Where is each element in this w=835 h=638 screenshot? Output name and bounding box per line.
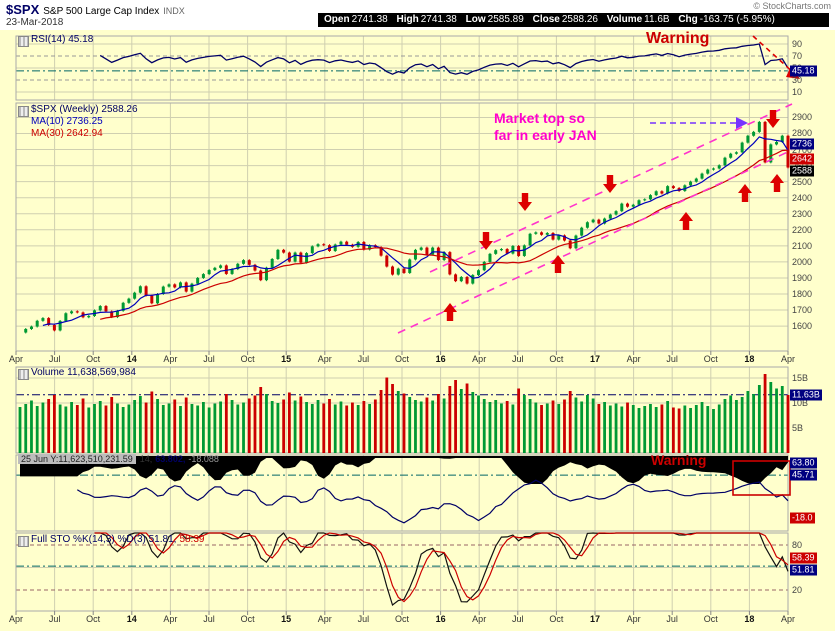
chg-value: -163.75 (-5.95%) bbox=[699, 14, 775, 25]
sto-d-label: 58.39 bbox=[179, 534, 205, 545]
ma30-legend: MA(30) 2642.94 bbox=[31, 128, 103, 139]
market-top-arrowhead bbox=[736, 117, 748, 129]
open-label: Open bbox=[324, 14, 350, 25]
price-legend: $SPX (Weekly) 2588.26 bbox=[31, 104, 138, 115]
annotations bbox=[397, 35, 800, 496]
momentum-value-2: -18.088 bbox=[188, 454, 219, 464]
quote-bar: Open 2741.38 High 2741.38 Low 2585.89 Close… bbox=[318, 13, 829, 27]
rsi-legend: RSI(14) 45.18 bbox=[31, 34, 94, 45]
volume-value: 11.6B bbox=[644, 14, 670, 25]
crosshair-tooltip: 25 Jun Y:11,623,510,231.59 bbox=[18, 454, 136, 464]
up-arrow-marker bbox=[443, 303, 457, 321]
up-arrow-marker bbox=[679, 212, 693, 230]
chg-label: Chg bbox=[678, 14, 698, 25]
rsi-line bbox=[99, 43, 789, 75]
sto-k-label: Full STO %K(14,3) %D(3) 51.81, bbox=[31, 534, 177, 545]
volume-bars bbox=[18, 374, 790, 453]
moving-averages bbox=[42, 136, 789, 326]
close-label: Close bbox=[532, 14, 560, 25]
volume-legend: Volume 11,638,569,984 bbox=[31, 367, 136, 378]
open-value: 2741.38 bbox=[351, 14, 388, 25]
momentum-value-1: 63.802, bbox=[155, 454, 186, 464]
ma10-legend: MA(10) 2736.25 bbox=[31, 116, 103, 127]
high-label: High bbox=[396, 14, 419, 25]
market-top-line2: far in early JAN bbox=[494, 127, 597, 143]
sto-panel-icon bbox=[18, 536, 29, 547]
momentum-param: 14, bbox=[139, 454, 153, 464]
high-value: 2741.38 bbox=[420, 14, 457, 25]
copyright-label: © StockCharts.com bbox=[753, 1, 831, 11]
chart-date: 23-Mar-2018 bbox=[6, 17, 64, 28]
price-panel-icon bbox=[18, 106, 29, 117]
up-arrow-marker bbox=[738, 184, 752, 202]
down-arrow-marker bbox=[479, 232, 493, 250]
warning-annotation-bottom: Warning bbox=[651, 452, 707, 468]
down-arrow-marker bbox=[603, 175, 617, 193]
sto-legend: Full STO %K(14,3) %D(3) 51.81, 58.39 bbox=[31, 534, 204, 545]
chart-title: $SPX S&P 500 Large Cap Index INDX bbox=[6, 2, 185, 17]
volume-panel-icon bbox=[18, 369, 29, 380]
momentum-legend: 25 Jun Y:11,623,510,231.59 14, 63.802, -18.… bbox=[18, 454, 219, 464]
index-name: S&P 500 Large Cap Index bbox=[43, 6, 160, 17]
rsi-panel-icon bbox=[18, 36, 29, 47]
market-top-annotation: Market top so far in early JAN bbox=[494, 110, 597, 144]
market-top-line1: Market top so bbox=[494, 110, 586, 126]
volume-label: Volume bbox=[606, 14, 643, 25]
stochastic bbox=[94, 532, 789, 607]
down-arrow-marker bbox=[518, 193, 532, 211]
symbol-label: $SPX bbox=[6, 2, 40, 17]
low-label: Low bbox=[465, 14, 486, 25]
warning-annotation-top: Warning bbox=[646, 30, 710, 47]
close-value: 2588.26 bbox=[561, 14, 598, 25]
candlesticks bbox=[24, 120, 790, 334]
up-arrow-marker bbox=[770, 174, 784, 192]
exchange-label: INDX bbox=[163, 6, 185, 16]
low-value: 2585.89 bbox=[487, 14, 524, 25]
momentum-indicator bbox=[20, 456, 789, 524]
down-arrow-marker bbox=[766, 110, 780, 128]
up-arrow-marker bbox=[551, 255, 565, 273]
